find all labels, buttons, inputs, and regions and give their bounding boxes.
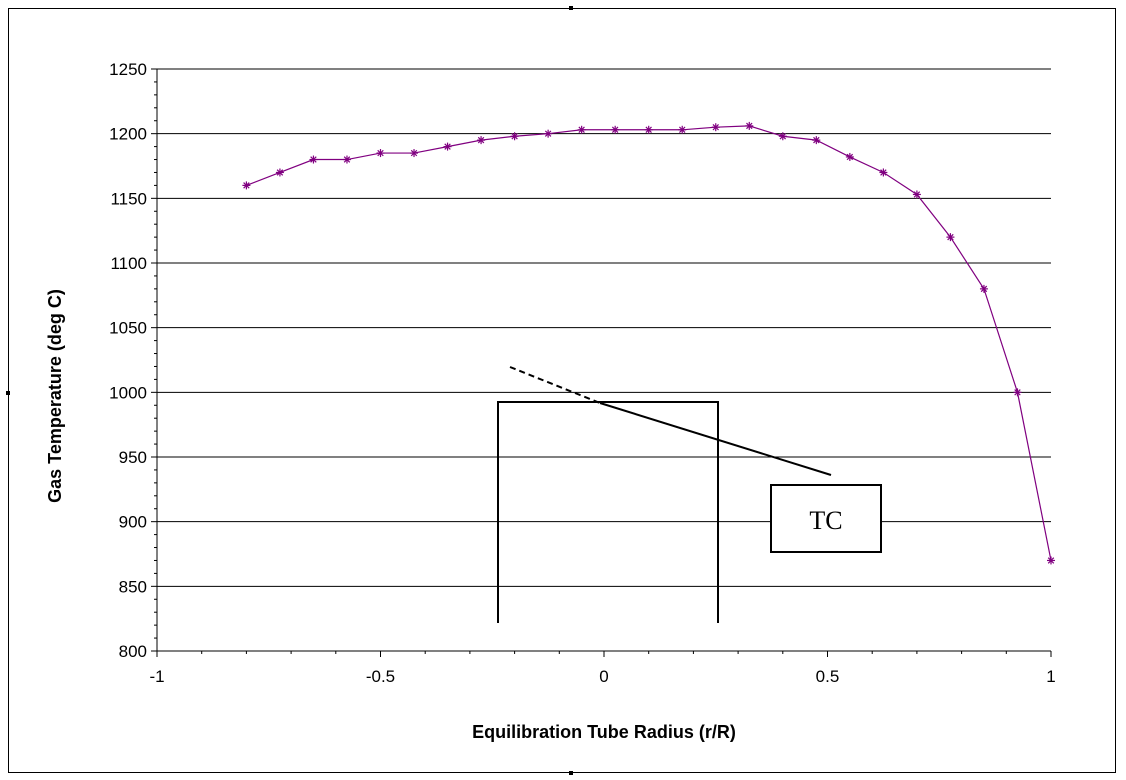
y-tick-label: 1050 — [109, 319, 147, 338]
data-point — [611, 125, 620, 134]
data-point — [678, 125, 687, 134]
marker-stroke — [477, 136, 485, 144]
data-point — [979, 284, 988, 293]
data-point — [1047, 556, 1055, 565]
y-tick-label: 1100 — [110, 254, 147, 273]
marker-stroke — [679, 126, 686, 134]
data-point — [309, 155, 318, 164]
y-tick-label: 1150 — [110, 189, 147, 208]
tick-labels: 800 850 900 950 1000 1050 1100 1150 1200 1250 -1 -0… — [109, 60, 1056, 686]
marker-stroke — [343, 156, 351, 163]
data-point — [242, 181, 251, 190]
x-tick-label: 1 — [1046, 667, 1055, 686]
thermocouple-line-dashed — [509, 366, 601, 404]
data-point — [410, 149, 419, 158]
chart-frame — [8, 8, 1116, 773]
x-tick-label: 0 — [599, 667, 608, 686]
y-axis-title: Gas Temperature (deg C) — [45, 289, 65, 503]
marker-stroke — [544, 130, 552, 137]
marker-stroke — [578, 126, 585, 134]
tc-label-box — [770, 484, 882, 553]
data-point — [778, 132, 787, 141]
marker-stroke — [444, 143, 451, 150]
resize-handle-bottom[interactable] — [569, 771, 573, 775]
y-tick-label: 950 — [119, 448, 147, 467]
data-point — [1013, 388, 1022, 397]
marker-stroke — [712, 123, 719, 131]
x-tick-label: -0.5 — [366, 667, 395, 686]
marker-stroke — [746, 122, 753, 130]
x-tick-label: -1 — [149, 667, 164, 686]
marker-stroke — [947, 233, 954, 241]
marker-stroke — [846, 153, 854, 161]
axes — [151, 68, 1052, 657]
data-point — [879, 168, 888, 177]
y-tick-label: 800 — [119, 642, 147, 661]
marker-stroke — [913, 191, 921, 198]
series-line — [246, 125, 1052, 561]
gridlines — [157, 68, 1051, 587]
y-tick-label: 850 — [119, 577, 147, 596]
data-point — [376, 149, 385, 158]
marker-stroke — [880, 169, 887, 176]
data-point — [443, 142, 452, 151]
data-point — [510, 132, 519, 141]
marker-stroke — [511, 133, 518, 140]
data-point — [812, 136, 821, 145]
tc-annotation: TC — [497, 366, 882, 623]
y-tick-label: 1250 — [109, 60, 147, 79]
y-tick-label: 1200 — [109, 125, 147, 144]
x-axis-title: Equilibration Tube Radius (r/R) — [472, 722, 736, 742]
marker-stroke — [980, 285, 988, 293]
series-group — [242, 121, 1055, 565]
data-point — [946, 233, 955, 242]
data-point — [342, 155, 351, 164]
tc-label-text: TC — [809, 506, 842, 535]
y-tick-label: 900 — [119, 513, 147, 532]
data-point — [644, 125, 653, 134]
data-point — [477, 136, 486, 145]
marker-stroke — [779, 133, 787, 140]
marker-stroke — [410, 149, 418, 157]
data-point — [912, 190, 921, 199]
resize-handle-left[interactable] — [6, 391, 10, 395]
y-tick-label: 1000 — [109, 383, 147, 402]
marker-stroke — [310, 156, 317, 163]
marker-stroke — [645, 126, 652, 134]
data-point — [275, 168, 284, 177]
resize-handle-top[interactable] — [569, 6, 573, 10]
marker-stroke — [813, 136, 820, 144]
data-point — [544, 129, 553, 138]
marker-stroke — [377, 149, 384, 157]
marker-stroke — [611, 126, 619, 134]
marker-stroke — [1014, 389, 1021, 396]
marker-stroke — [243, 182, 250, 189]
data-point — [711, 123, 720, 132]
x-tick-label: 0.5 — [816, 667, 840, 686]
data-point — [745, 121, 754, 130]
data-point — [845, 152, 854, 161]
thermocouple-line-solid — [599, 402, 832, 476]
equilibration-tube-outline — [497, 401, 719, 623]
data-point — [577, 125, 586, 134]
marker-stroke — [276, 169, 284, 176]
marker-stroke — [1047, 557, 1055, 564]
